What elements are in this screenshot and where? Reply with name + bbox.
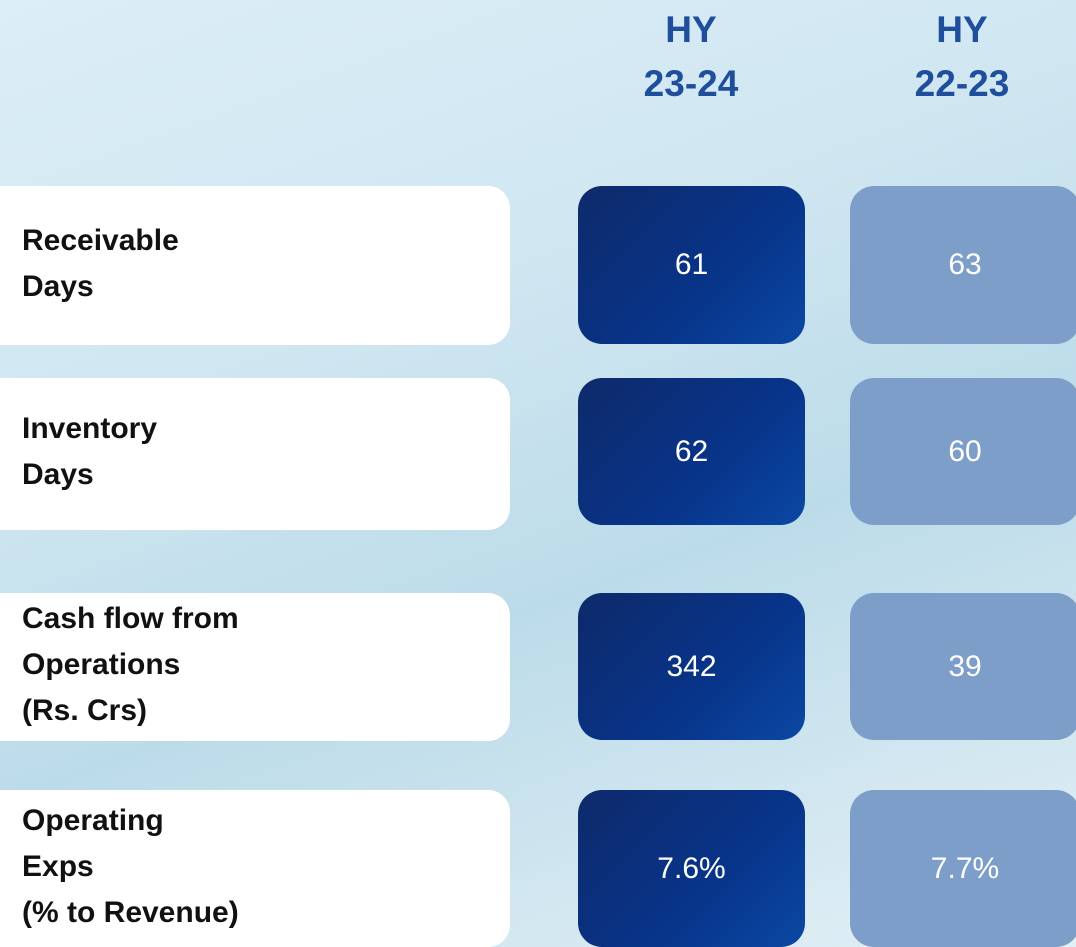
current-value: 62 <box>578 378 805 525</box>
current-value: 342 <box>578 593 805 740</box>
current-value: 7.6% <box>578 790 805 947</box>
column-header: HY <box>581 3 801 57</box>
row-label: Days <box>22 452 94 498</box>
column-header: 23-24 <box>581 57 801 111</box>
row-label: Receivable <box>22 218 179 264</box>
previous-value: 63 <box>850 186 1076 344</box>
current-value: 61 <box>578 186 805 344</box>
row-label: Operating <box>22 798 164 844</box>
row-label: Inventory <box>22 406 157 452</box>
previous-value: 7.7% <box>850 790 1076 947</box>
column-header: HY <box>852 3 1072 57</box>
infographic: HY23-24HY22-23ReceivableDays6163Inventor… <box>0 0 1076 947</box>
row-label: Cash flow from <box>22 596 239 642</box>
previous-value: 60 <box>850 378 1076 525</box>
column-header: 22-23 <box>852 57 1072 111</box>
row-label: Operations <box>22 642 180 688</box>
row-label: Days <box>22 264 94 310</box>
row-label: (% to Revenue) <box>22 890 239 936</box>
row-label: (Rs. Crs) <box>22 688 147 734</box>
row-label: Exps <box>22 844 94 890</box>
previous-value: 39 <box>850 593 1076 740</box>
